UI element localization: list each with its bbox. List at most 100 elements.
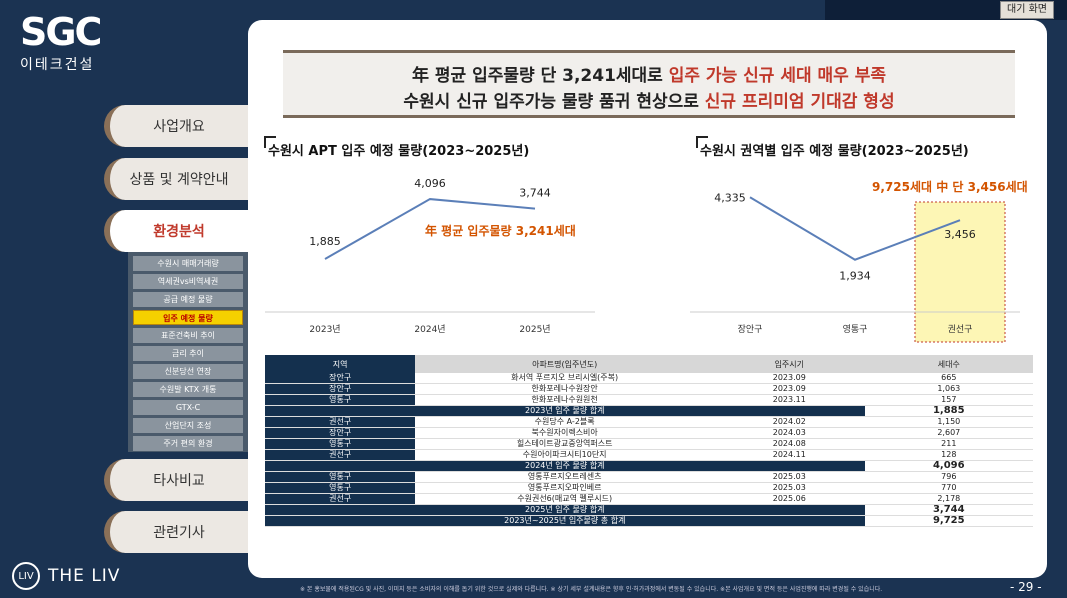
submenu-item[interactable]: 주거 편의 환경 <box>133 436 243 451</box>
headline-line-1: 年 평균 입주물량 단 3,241세대로 입주 가능 신규 세대 매우 부족 <box>283 61 1015 86</box>
cell-units: 128 <box>864 449 1033 461</box>
x-tick-label: 2023년 <box>309 324 340 335</box>
cell-apartment: 영통푸르지오파인베르 <box>415 482 714 494</box>
cell-units: 1,063 <box>864 383 1033 395</box>
cell-units: 2,607 <box>864 427 1033 439</box>
cell-date: 2024.02 <box>713 416 865 428</box>
x-tick-label: 2025년 <box>519 324 550 335</box>
headline-line-2: 수원시 신규 입주가능 물량 품귀 현상으로 신규 프리미엄 기대감 형성 <box>283 87 1015 112</box>
sum-label: 2025년 입주 물량 합계 <box>265 504 865 516</box>
headline-line-2-highlight: 신규 프리미엄 기대감 형성 <box>704 92 895 112</box>
cell-date: 2025.03 <box>713 482 865 494</box>
cell-units: 2,178 <box>864 493 1033 505</box>
sum-value: 4,096 <box>864 460 1033 472</box>
submenu-item[interactable]: 금리 추이 <box>133 346 243 361</box>
table-row: 장안구 북수원자이렉스비아 2024.03 2,607 <box>265 427 1033 439</box>
cell-apartment: 영통푸르지오트레센츠 <box>415 471 714 483</box>
sum-value: 9,725 <box>864 515 1033 527</box>
data-label: 1,885 <box>309 235 341 248</box>
cell-apartment: 수원당수 A-2블록 <box>415 416 714 428</box>
submenu-item[interactable]: 역세권vs비역세권 <box>133 274 243 289</box>
cell-date: 2025.06 <box>713 493 865 505</box>
standby-button[interactable]: 대기 화면 <box>1000 1 1054 19</box>
the-liv-text: THE LIV <box>48 566 121 586</box>
cell-region: 장안구 <box>265 383 416 395</box>
table-row: 권선구 수원아이파크시티10단지 2024.11 128 <box>265 449 1033 461</box>
x-tick-label: 영통구 <box>843 324 868 335</box>
data-label: 1,934 <box>839 270 871 283</box>
menu-item-overview[interactable]: 사업개요 <box>104 105 248 147</box>
series-line <box>324 198 536 260</box>
apartment-table: 지역 아파트명(입주년도) 입주시기 세대수 장안구 화서역 푸르지오 브리시엘(… <box>265 355 1033 527</box>
footnote: ※ 본 홍보물에 적용된CG 및 사진, 이미지 등은 소비자의 이해를 돕기 … <box>300 586 883 593</box>
table-row: 영통구 영통푸르지오트레센츠 2025.03 796 <box>265 471 1033 483</box>
x-tick-label: 장안구 <box>738 324 763 335</box>
header-units: 세대수 <box>864 355 1033 373</box>
header-apartment: 아파트명(입주년도) <box>415 355 714 373</box>
table-sum-row: 2025년 입주 물량 합계 3,744 <box>265 504 1033 516</box>
cell-apartment: 힐스테이트광교중앙역퍼스트 <box>415 438 714 450</box>
sum-label: 2023년 입주 물량 합계 <box>265 405 865 417</box>
x-tick-label: 권선구 <box>948 323 973 335</box>
menu-item-products[interactable]: 상품 및 계약안내 <box>104 158 248 200</box>
cell-units: 796 <box>864 471 1033 483</box>
cell-date: 2024.08 <box>713 438 865 450</box>
table-sum-row: 2023년~2025년 입주물량 총 합계 9,725 <box>265 515 1033 527</box>
cell-date: 2023.11 <box>713 394 865 406</box>
table-row: 장안구 화서역 푸르지오 브리시엘(주복) 2023.09 665 <box>265 373 1033 384</box>
table-row: 권선구 수원권선6(매교역 펠루시드) 2025.06 2,178 <box>265 493 1033 505</box>
submenu-item[interactable]: 신분당선 연장 <box>133 364 243 379</box>
submenu-item[interactable]: 표준건축비 추이 <box>133 328 243 343</box>
chart-left-annotation: 年 평균 입주물량 3,241세대 <box>425 224 576 238</box>
sum-label: 2024년 입주 물량 합계 <box>265 460 865 472</box>
cell-region: 장안구 <box>265 427 416 439</box>
cell-units: 211 <box>864 438 1033 450</box>
cell-apartment: 화서역 푸르지오 브리시엘(주복) <box>415 373 714 384</box>
headline-line-2-text: 수원시 신규 입주가능 물량 품귀 현상으로 <box>403 92 705 112</box>
chart-right-title: 수원시 권역별 입주 예정 물량(2023~2025년) <box>696 136 969 159</box>
menu-item-articles[interactable]: 관련기사 <box>104 511 248 553</box>
headline-line-1-text: 年 평균 입주물량 단 3,241세대로 <box>411 66 669 86</box>
x-tick-label: 2024년 <box>414 324 445 335</box>
cell-region: 권선구 <box>265 493 416 505</box>
cell-region: 장안구 <box>265 373 416 384</box>
cell-region: 영통구 <box>265 482 416 494</box>
logo-main: SGC <box>20 10 102 54</box>
series-line <box>749 196 961 261</box>
sum-value: 1,885 <box>864 405 1033 417</box>
sum-label: 2023년~2025년 입주물량 총 합계 <box>265 515 865 527</box>
submenu-item[interactable]: 수원발 KTX 개통 <box>133 382 243 397</box>
cell-region: 영통구 <box>265 471 416 483</box>
cell-date: 2024.03 <box>713 427 865 439</box>
table-header-row: 지역 아파트명(입주년도) 입주시기 세대수 <box>265 355 1033 373</box>
data-label: 3,744 <box>519 187 551 200</box>
cell-region: 영통구 <box>265 438 416 450</box>
sum-value: 3,744 <box>864 504 1033 516</box>
data-label: 4,335 <box>714 191 746 204</box>
cell-apartment: 수원아이파크시티10단지 <box>415 449 714 461</box>
submenu-item[interactable]: GTX-C <box>133 400 243 415</box>
cell-date: 2023.09 <box>713 383 865 395</box>
data-label: 4,096 <box>414 177 446 190</box>
table-row: 권선구 수원당수 A-2블록 2024.02 1,150 <box>265 416 1033 428</box>
highlight-box <box>914 201 1006 343</box>
submenu-item[interactable]: 공급 예정 물량 <box>133 292 243 307</box>
table-sum-row: 2023년 입주 물량 합계 1,885 <box>265 405 1033 417</box>
cell-apartment: 북수원자이렉스비아 <box>415 427 714 439</box>
data-label: 3,456 <box>944 228 976 241</box>
cell-region: 권선구 <box>265 449 416 461</box>
menu-item-comparison[interactable]: 타사비교 <box>104 459 248 501</box>
table-row: 장안구 한화포레나수원장안 2023.09 1,063 <box>265 383 1033 395</box>
submenu-item-active[interactable]: 입주 예정 물량 <box>133 310 243 325</box>
submenu-item[interactable]: 산업단지 조성 <box>133 418 243 433</box>
headline-line-1-highlight: 입주 가능 신규 세대 매우 부족 <box>668 66 887 86</box>
chart-left: 1,885 2023년 4,096 2024년 3,744 2025년 <box>265 177 595 335</box>
cell-apartment: 한화포레나수원장안 <box>415 383 714 395</box>
chart-left-title: 수원시 APT 입주 예정 물량(2023~2025년) <box>263 136 529 159</box>
menu-item-environment[interactable]: 환경분석 <box>104 210 248 252</box>
submenu-item[interactable]: 수원시 매매거래량 <box>133 256 243 271</box>
cell-apartment: 수원권선6(매교역 펠루시드) <box>415 493 714 505</box>
cell-date: 2023.09 <box>713 373 865 384</box>
cell-apartment: 한화포레나수원원천 <box>415 394 714 406</box>
cell-units: 157 <box>864 394 1033 406</box>
